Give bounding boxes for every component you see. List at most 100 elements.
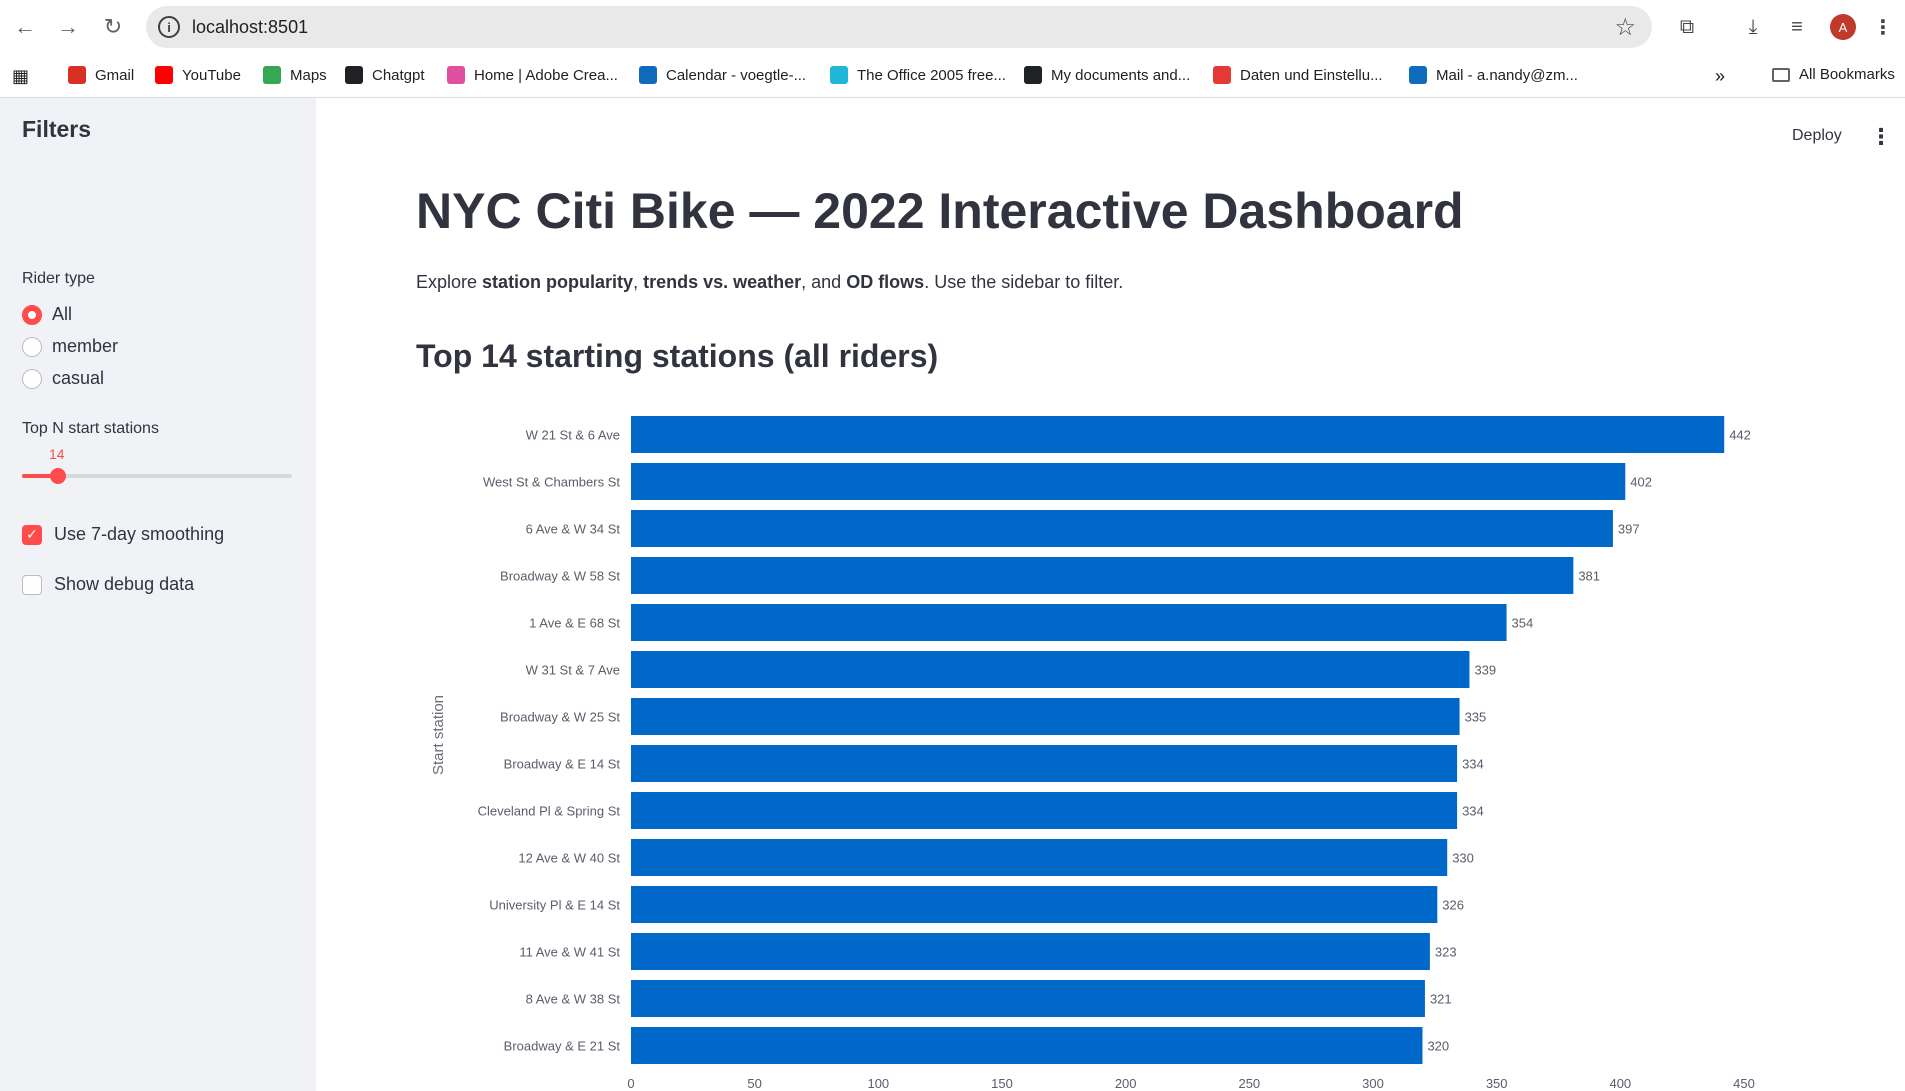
subtitle-part: ,: [633, 272, 644, 292]
browser-menu-icon[interactable]: ⋮: [1873, 16, 1893, 39]
x-tick-label: 350: [1486, 1076, 1508, 1091]
bookmark-label: Maps: [290, 66, 327, 84]
bookmark-8[interactable]: Daten und Einstellu...: [1213, 66, 1383, 84]
reload-icon[interactable]: ↻: [103, 14, 123, 39]
media-control-icon[interactable]: ≡: [1791, 15, 1803, 38]
subtitle-part: station popularity: [482, 272, 634, 292]
subtitle-part: . Use the sidebar to filter.: [924, 272, 1124, 292]
debug-label: Show debug data: [54, 574, 195, 594]
all-bookmarks[interactable]: All Bookmarks: [1772, 66, 1895, 83]
bar-value-label: 402: [1630, 475, 1652, 490]
sidebar: [0, 98, 316, 1091]
rider-type-label: Rider type: [22, 270, 95, 287]
extensions-icon[interactable]: ⧉: [1679, 15, 1695, 38]
bookmark-1[interactable]: YouTube: [155, 66, 241, 84]
radio-label: casual: [52, 368, 105, 388]
debug-checkbox[interactable]: Show debug data: [22, 574, 194, 595]
bookmark-3[interactable]: Chatgpt: [345, 66, 425, 84]
deploy-button[interactable]: Deploy: [1792, 127, 1842, 144]
category-tick-label: 12 Ave & W 40 St: [518, 851, 620, 866]
page-subtitle: Explore station popularity, trends vs. w…: [416, 272, 1123, 293]
url-text[interactable]: localhost:8501: [192, 17, 309, 37]
category-tick-label: 6 Ave & W 34 St: [526, 522, 621, 537]
x-tick-label: 250: [1238, 1076, 1260, 1091]
chart-bar: [631, 651, 1470, 688]
bar-value-label: 334: [1462, 804, 1484, 819]
bookmark-6[interactable]: The Office 2005 free...: [830, 66, 1006, 84]
rider-option-member[interactable]: member: [22, 336, 118, 357]
bar-value-label: 442: [1729, 428, 1751, 443]
profile-avatar[interactable]: A: [1830, 14, 1856, 40]
outlook-icon: [639, 66, 657, 84]
back-icon[interactable]: ←: [14, 14, 36, 39]
bookmark-7[interactable]: My documents and...: [1024, 66, 1190, 84]
apps-grid-icon[interactable]: ▦: [12, 66, 30, 86]
chart-bar: [631, 416, 1725, 453]
bookmark-2[interactable]: Maps: [263, 66, 327, 84]
bookmark-0[interactable]: Gmail: [68, 66, 134, 84]
bookmarks-bar: ▦ Gmail YouTube Maps Chatgpt Home | Adobe Cr…: [0, 54, 1905, 98]
topn-slider-value: 14: [49, 446, 65, 462]
bookmark-label: Gmail: [95, 66, 135, 84]
bar-value-label: 381: [1578, 569, 1600, 584]
bookmark-label: Chatgpt: [372, 66, 425, 84]
topn-slider-thumb[interactable]: [50, 468, 66, 484]
category-tick-label: 11 Ave & W 41 St: [519, 945, 620, 960]
radio-icon[interactable]: [22, 368, 42, 389]
bar-value-label: 323: [1435, 945, 1457, 960]
chart-bar: [631, 980, 1425, 1017]
rider-option-casual[interactable]: casual: [22, 368, 104, 389]
chart-bar: [631, 745, 1458, 782]
rider-option-all[interactable]: All: [22, 304, 72, 325]
category-tick-label: Broadway & W 25 St: [500, 710, 620, 725]
x-tick-label: 400: [1609, 1076, 1631, 1091]
chart-bar: [631, 839, 1448, 876]
chart-bar: [631, 792, 1458, 829]
category-tick-label: Broadway & W 58 St: [500, 569, 620, 584]
radio-icon[interactable]: [22, 336, 42, 357]
chart-bar: [631, 886, 1438, 923]
radio-icon[interactable]: [22, 304, 42, 325]
subtitle-part: OD flows: [846, 272, 925, 292]
bookmark-label: Calendar - voegtle-...: [666, 66, 807, 84]
bar-value-label: 339: [1474, 663, 1496, 678]
checkbox-checked-icon[interactable]: ✓: [22, 524, 42, 545]
bookmark-9[interactable]: Mail - a.nandy@zm...: [1409, 66, 1578, 84]
more-bookmarks-icon[interactable]: »: [1715, 66, 1726, 86]
bookmark-label: Mail - a.nandy@zm...: [1436, 66, 1578, 84]
chart-bar: [631, 557, 1574, 594]
topn-slider-track[interactable]: [22, 474, 292, 478]
bookmark-label: Home | Adobe Crea...: [474, 66, 618, 84]
subtitle-part: Explore: [416, 272, 483, 292]
bookmark-5[interactable]: Calendar - voegtle-...: [639, 66, 806, 84]
chart-bar: [631, 1027, 1423, 1064]
bookmark-star-icon[interactable]: ☆: [1614, 14, 1636, 41]
bookmark-label: Daten und Einstellu...: [1240, 66, 1383, 84]
y-axis-title: Start station: [430, 695, 447, 775]
bookmark-4[interactable]: Home | Adobe Crea...: [447, 66, 618, 84]
chart-bar: [631, 698, 1460, 735]
adobe-icon: [447, 66, 465, 84]
forward-icon[interactable]: →: [57, 14, 79, 39]
subtitle-part: trends vs. weather: [643, 272, 802, 292]
bookmark-label: My documents and...: [1051, 66, 1191, 84]
radio-label: All: [52, 304, 73, 324]
checkbox-unchecked-icon[interactable]: [22, 574, 42, 595]
address-bar[interactable]: i localhost:8501 ☆: [146, 6, 1652, 48]
x-tick-label: 0: [627, 1076, 634, 1091]
bar-value-label: 320: [1427, 1039, 1449, 1054]
bar-value-label: 334: [1462, 757, 1484, 772]
bar-value-label: 321: [1430, 992, 1452, 1007]
bar-value-label: 397: [1618, 522, 1640, 537]
top-stations-bar-chart: W 21 St & 6 Ave 442 West St & Chambers St 4…: [430, 416, 1755, 1091]
smoothing-checkbox[interactable]: ✓ Use 7-day smoothing: [22, 524, 224, 545]
app-menu-icon[interactable]: ⋮: [1870, 124, 1892, 149]
warning-icon: [1213, 66, 1231, 84]
download-icon[interactable]: ⤓: [1748, 15, 1758, 38]
bar-value-label: 326: [1442, 898, 1464, 913]
outlook-icon: [1409, 66, 1427, 84]
site-info-icon[interactable]: i: [158, 16, 180, 38]
bar-value-label: 354: [1512, 616, 1534, 631]
chatgpt-icon: [345, 66, 363, 84]
chart-bar: [631, 510, 1613, 547]
